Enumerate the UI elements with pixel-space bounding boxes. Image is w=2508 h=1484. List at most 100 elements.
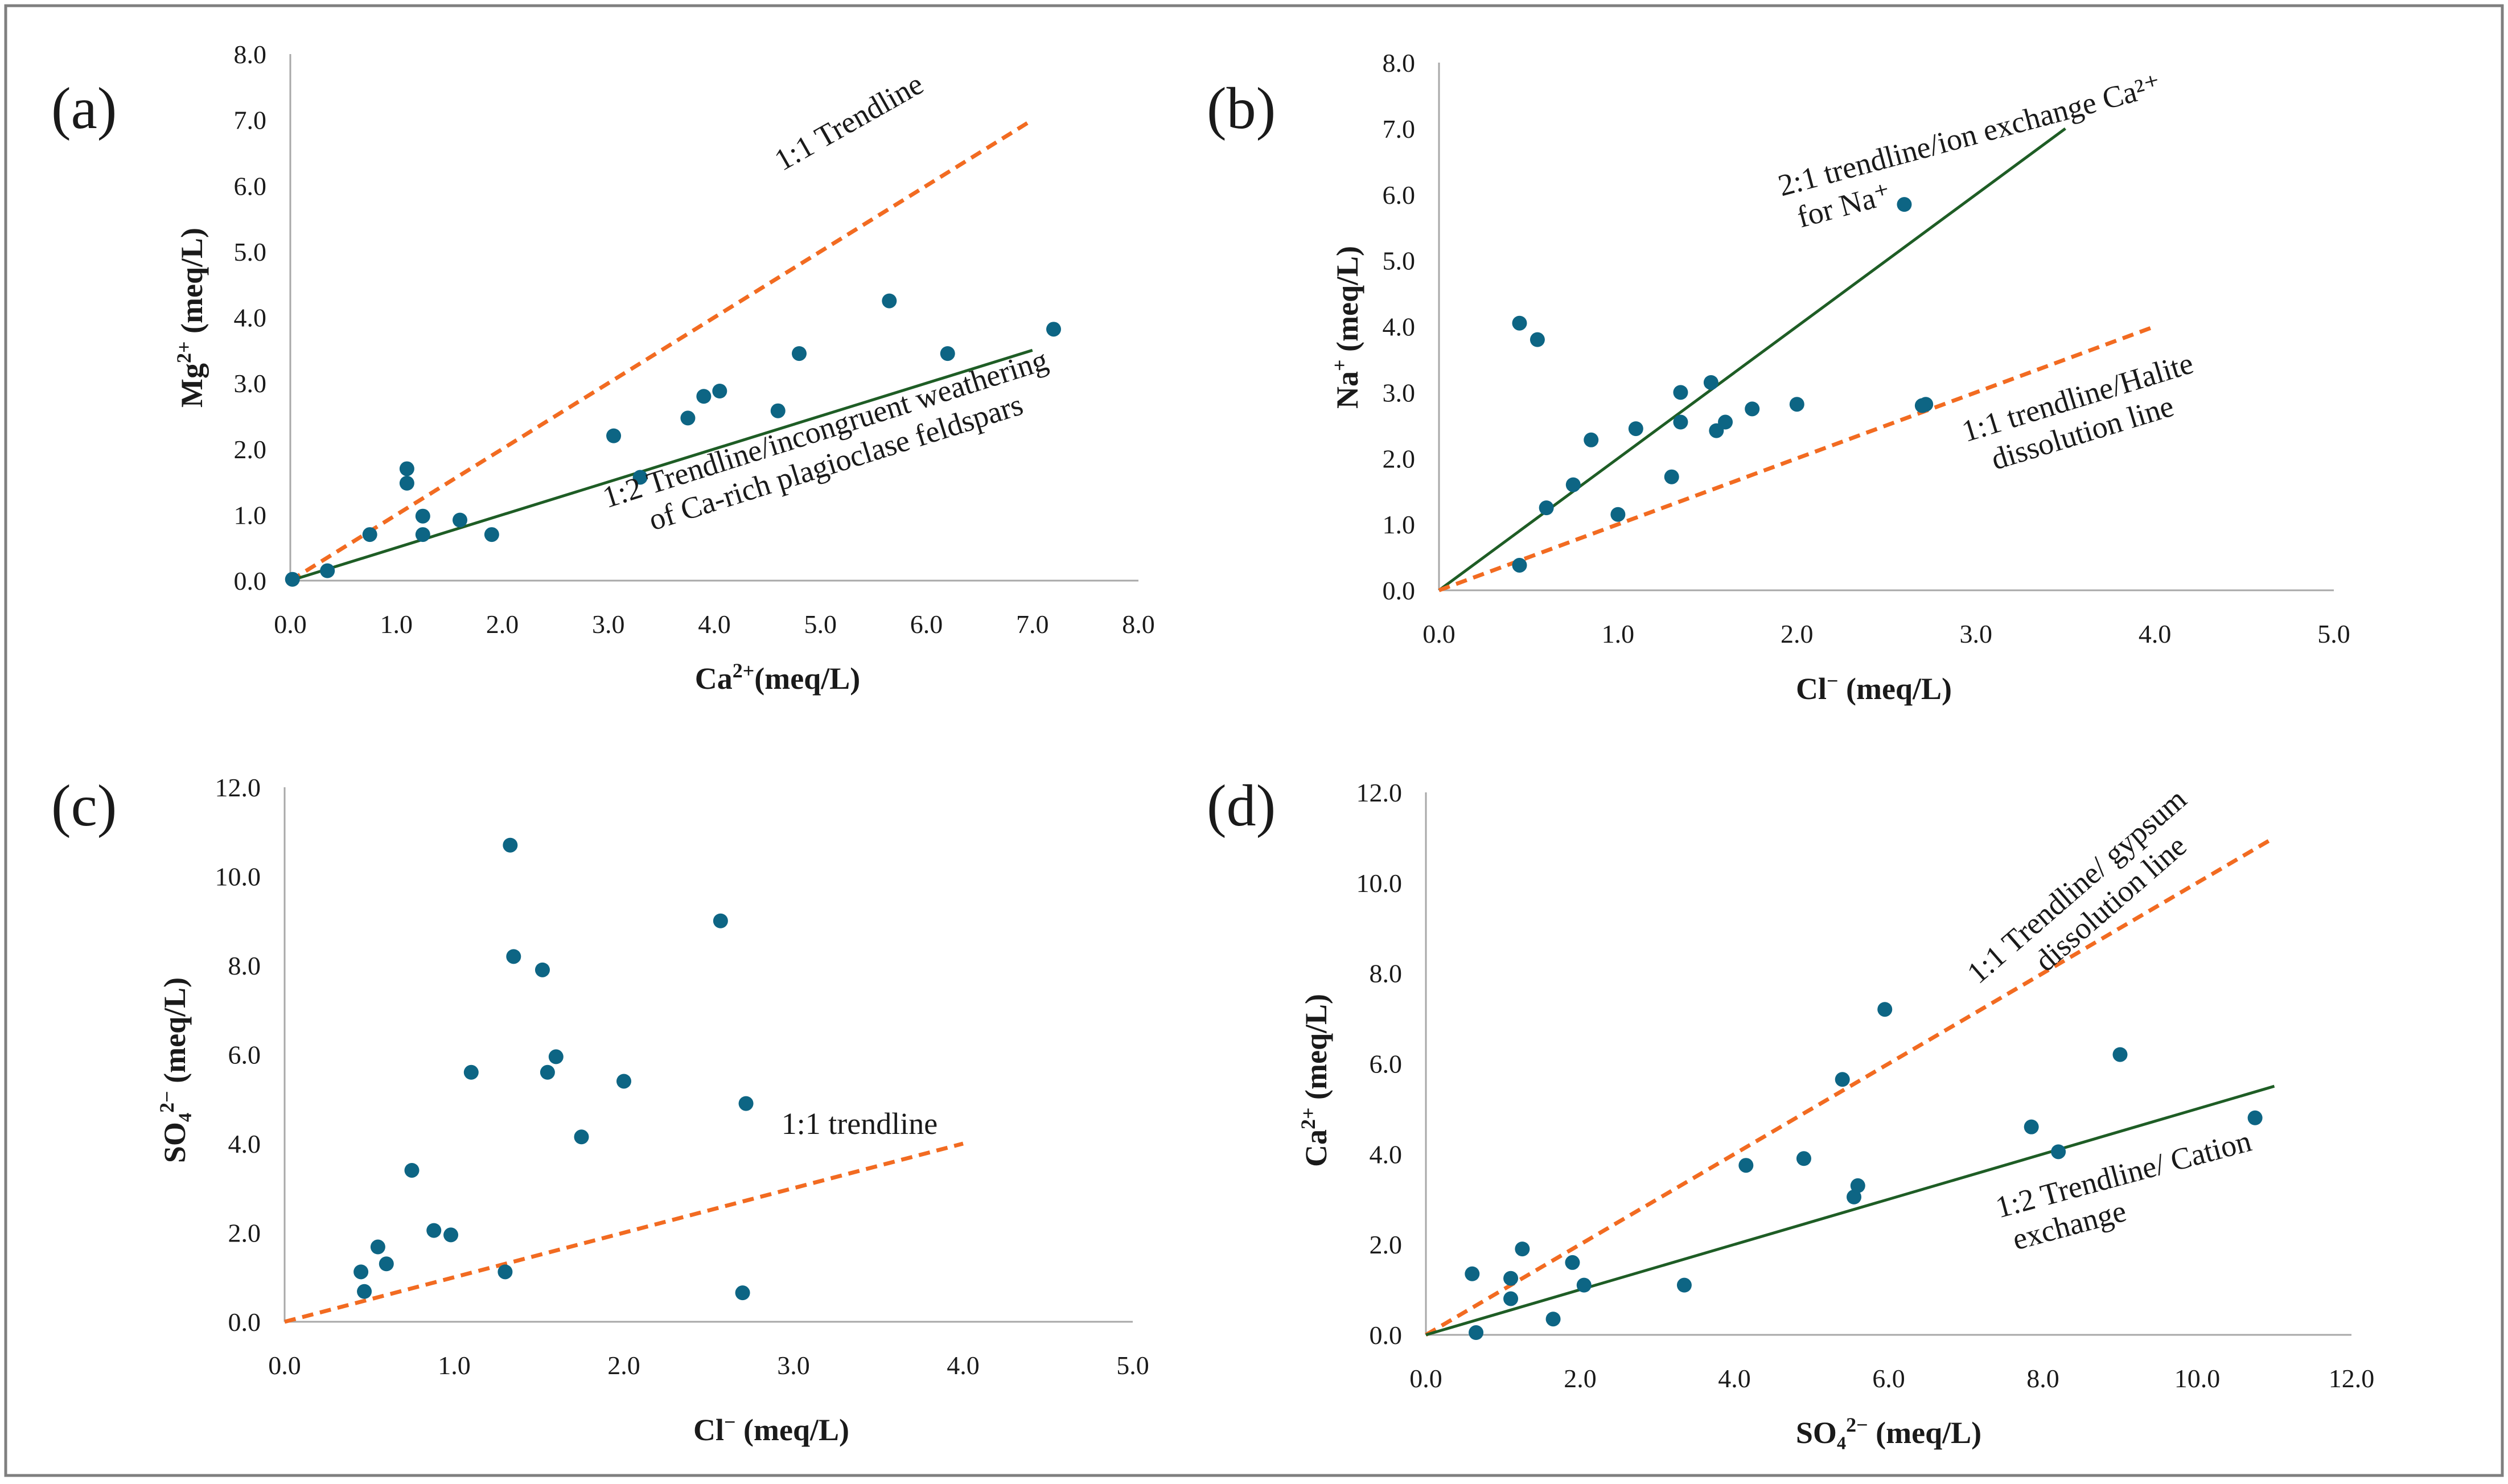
data-point [1789, 397, 1804, 412]
data-point [1565, 477, 1581, 492]
data-point [882, 293, 897, 309]
data-point [415, 508, 430, 524]
y-tick-label: 3.0 [234, 369, 267, 398]
data-point [285, 572, 300, 587]
data-point [399, 475, 414, 491]
data-point [1847, 1189, 1862, 1205]
data-point [2112, 1047, 2128, 1062]
x-tick-label: 10.0 [2174, 1364, 2221, 1393]
x-tick-label: 3.0 [1959, 619, 1992, 648]
x-tick-label: 6.0 [1872, 1364, 1905, 1393]
data-point [1469, 1325, 1484, 1341]
y-tick-label: 8.0 [1383, 48, 1416, 77]
data-point [535, 962, 550, 977]
data-points [1512, 197, 1934, 573]
y-tick-label: 10.0 [1356, 869, 1403, 898]
y-tick-label: 2.0 [228, 1219, 261, 1248]
trendlines [289, 118, 1034, 582]
data-point [443, 1227, 459, 1243]
data-point [404, 1162, 420, 1178]
data-point [2051, 1144, 2066, 1160]
y-tick-label: 0.0 [228, 1308, 261, 1337]
x-tick-label: 1.0 [1602, 619, 1635, 648]
y-tick-label: 4.0 [1383, 313, 1416, 342]
y-tick-label: 4.0 [228, 1129, 261, 1158]
data-points [1465, 1002, 2263, 1341]
y-tick-label: 12.0 [1356, 778, 1403, 807]
axes [1438, 63, 2334, 591]
data-point [1897, 197, 1912, 212]
data-point [1673, 385, 1688, 400]
data-point [357, 1284, 372, 1299]
data-point [548, 1049, 564, 1064]
data-point [1918, 397, 1934, 412]
data-point [1610, 507, 1626, 522]
data-point [320, 563, 335, 578]
data-point [1584, 432, 1599, 447]
data-point [1503, 1291, 1519, 1306]
x-tick-label: 8.0 [1122, 610, 1155, 639]
data-point [2024, 1119, 2039, 1134]
y-tick-label: 5.0 [1383, 246, 1416, 276]
y-tick-label: 6.0 [1383, 180, 1416, 209]
data-point [379, 1256, 394, 1272]
x-tick-label: 4.0 [1718, 1364, 1751, 1393]
axes [1425, 792, 2351, 1336]
data-point [415, 527, 430, 542]
x-tick-label: 1.0 [438, 1351, 471, 1380]
dashed-trendline [284, 1141, 964, 1324]
data-point [606, 428, 622, 443]
data-point [712, 384, 727, 398]
data-point [399, 461, 414, 476]
x-tick-label: 5.0 [2317, 619, 2350, 648]
data-point [1046, 322, 1061, 337]
data-point [735, 1285, 750, 1301]
trendline-label-line: 1:1 trendline [782, 1107, 938, 1141]
trendlines [1425, 836, 2276, 1337]
data-point [1503, 1271, 1519, 1286]
data-point [1676, 1277, 1692, 1293]
y-tick-label: 6.0 [234, 171, 267, 200]
data-point [770, 403, 786, 418]
x-tick-label: 8.0 [2026, 1364, 2059, 1393]
data-point [1796, 1151, 1811, 1166]
x-tick-label: 4.0 [698, 610, 731, 639]
y-tick-label: 4.0 [234, 303, 267, 332]
x-axis-label: Cl− (meq/L) [693, 1411, 849, 1447]
data-point [484, 527, 499, 542]
data-point [738, 1096, 754, 1111]
data-point [1850, 1178, 1865, 1193]
data-point [353, 1264, 369, 1280]
trendline-label: 1:1 trendline [782, 1107, 938, 1141]
y-tick-label: 5.0 [234, 237, 267, 266]
x-tick-label: 6.0 [910, 610, 943, 639]
x-tick-label: 0.0 [268, 1351, 301, 1380]
data-point [463, 1064, 479, 1080]
x-tick-label: 3.0 [592, 610, 625, 639]
x-tick-label: 12.0 [2329, 1364, 2375, 1393]
data-points [285, 293, 1061, 587]
data-point [696, 389, 712, 404]
data-point [1745, 401, 1760, 417]
data-point [370, 1239, 385, 1255]
x-axis-label: Cl− (meq/L) [1796, 669, 1952, 706]
panel-label: (a) [51, 76, 117, 141]
data-point [792, 346, 807, 361]
x-tick-label: 4.0 [2139, 619, 2172, 648]
x-tick-label: 0.0 [1409, 1364, 1442, 1393]
y-axis-label: Na+ (meq/L) [1328, 246, 1364, 409]
trendlines [284, 1141, 964, 1324]
y-axis-label: SO₄2− (meq/L) [155, 977, 192, 1163]
y-tick-label: 2.0 [1370, 1230, 1403, 1259]
x-tick-label: 0.0 [1422, 619, 1456, 648]
tick-labels: 0.0 1.0 2.0 3.0 4.0 5.0 6.0 7.0 8.0 0.0 1.0 2.0 3.0 4… [234, 40, 1155, 639]
data-point [1576, 1277, 1592, 1293]
x-axis-label: Ca2+(meq/L) [695, 659, 860, 696]
y-tick-label: 8.0 [228, 951, 261, 980]
data-point [1545, 1312, 1561, 1327]
data-point [1673, 414, 1688, 430]
data-points [353, 837, 754, 1301]
y-tick-label: 0.0 [234, 566, 267, 595]
